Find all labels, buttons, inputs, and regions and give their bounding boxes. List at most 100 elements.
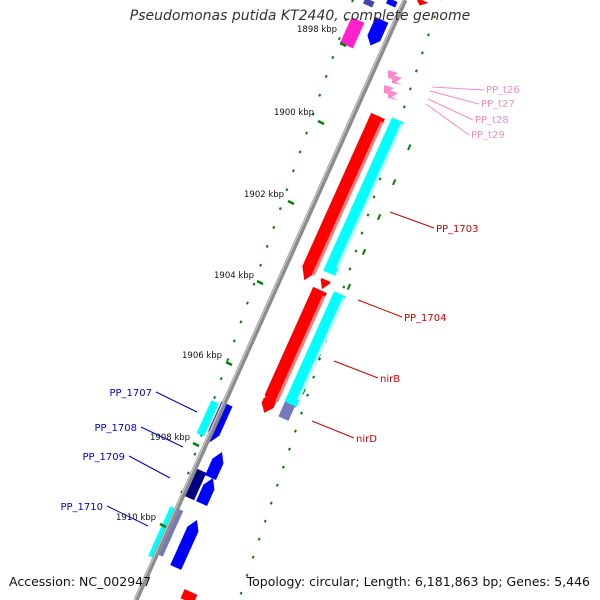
scale-layer: 1898 kbp 1900 kbp 1902 kbp 1904 kbp 1906 kbp… xyxy=(116,25,347,529)
tick-dot-outer xyxy=(305,131,309,135)
gene-label-pp-t28: PP_t28 xyxy=(475,115,509,126)
cds-feature-pp1704 xyxy=(264,286,327,407)
gene-label-pp-t27-leader xyxy=(429,90,480,105)
cds-feature-magenta xyxy=(340,17,365,49)
scale-tick xyxy=(159,522,167,529)
gene-label-nirb: nirB xyxy=(380,374,400,385)
cds-feature-pp1709b xyxy=(196,478,215,506)
tick-dot-outer xyxy=(252,282,256,286)
gene-label-pp-t29: PP_t29 xyxy=(471,130,505,141)
gene-label-pp-t26: PP_t26 xyxy=(486,85,520,96)
gene-label-pp-t28-leader xyxy=(427,98,474,121)
gene-label-nird-leader xyxy=(311,420,355,439)
tick-dot-inner xyxy=(318,357,322,361)
tick-dot-outer xyxy=(213,395,217,400)
scale-label: 1910 kbp xyxy=(116,513,156,523)
gene-label-pp-t27: PP_t27 xyxy=(481,99,515,110)
tick-dot-inner xyxy=(245,573,249,577)
genome-backbone xyxy=(133,0,408,600)
trna-feature xyxy=(392,75,402,85)
cds-feature-top xyxy=(416,0,429,6)
scale-label: 1908 kbp xyxy=(150,433,190,443)
tick-dot-outer xyxy=(285,188,289,192)
cds-feature-pp1709 xyxy=(181,467,207,501)
tick-dot-outer xyxy=(259,263,263,267)
scale-label: 1898 kbp xyxy=(297,25,337,35)
tick-dot-outer xyxy=(298,150,302,154)
scale-tick xyxy=(192,441,200,448)
backbone-layer xyxy=(133,0,408,600)
tick-dot-inner xyxy=(342,285,346,289)
gene-labels-layer: PP_1703 PP_1704 nirB nirD PP_1707 PP_1708 PP_1… xyxy=(60,85,520,527)
scale-tick xyxy=(256,279,264,286)
gene-label-pp1710: PP_1710 xyxy=(60,502,103,513)
tick-dot-inner xyxy=(360,231,364,235)
gene-label-nird: nirD xyxy=(356,434,377,445)
scale-label: 1900 kbp xyxy=(274,108,314,118)
gene-label-pp1708: PP_1708 xyxy=(94,423,137,434)
tick-dot-inner xyxy=(402,105,406,109)
cds-feature-cyan-2 xyxy=(284,291,346,408)
scale-tick xyxy=(339,41,347,48)
tick-dot-outer xyxy=(337,37,341,41)
tick-dot-outer xyxy=(324,74,328,78)
cds-feature-cyan-1 xyxy=(323,117,404,276)
tick-dot-inner xyxy=(408,87,412,91)
gene-label-pp1703: PP_1703 xyxy=(436,224,479,235)
tick-dot-outer xyxy=(331,55,335,60)
cds-feature-bottom xyxy=(180,589,198,600)
cds-highlight xyxy=(335,123,404,269)
gene-label-pp1704-leader xyxy=(357,299,403,318)
cds-feature-small xyxy=(320,277,331,290)
gene-label-pp1710-leader xyxy=(106,505,149,527)
tick-dot-inner xyxy=(294,429,297,433)
cds-feature-pp1708 xyxy=(205,452,224,480)
tick-dot-outer xyxy=(272,225,276,230)
genome-backbone-highlight xyxy=(133,0,405,600)
tick-dot-outer xyxy=(226,358,230,362)
tick-dot-outer xyxy=(265,244,269,248)
gene-label-pp1707: PP_1707 xyxy=(109,388,152,399)
tick-dot-inner xyxy=(281,465,285,469)
scale-tick xyxy=(317,119,325,126)
tick-dash-inner xyxy=(346,283,352,290)
cds-highlight xyxy=(275,295,326,403)
tick-dot-inner xyxy=(306,393,309,397)
tick-dot-inner xyxy=(269,501,273,505)
tick-dot-inner xyxy=(251,555,255,559)
trna-feature xyxy=(388,90,398,100)
scale-label: 1902 kbp xyxy=(244,190,284,200)
gene-label-pp1708-leader xyxy=(140,426,184,448)
cds-highlight xyxy=(296,297,346,401)
tick-dot-inner xyxy=(372,195,376,199)
tick-dot-inner xyxy=(263,519,267,523)
tick-dot-outer xyxy=(291,169,295,173)
tick-dot-inner xyxy=(257,537,261,541)
tick-dot-inner xyxy=(420,51,424,55)
tick-dash-inner xyxy=(361,248,367,256)
tick-dot-inner xyxy=(366,213,370,217)
tick-dot-outer xyxy=(193,452,197,456)
gene-label-nirb-leader xyxy=(333,360,379,379)
cds-feature-stripe xyxy=(158,508,184,557)
gene-label-pp1703-leader xyxy=(389,211,435,229)
scale-label: 1904 kbp xyxy=(214,271,254,281)
tick-dot-inner xyxy=(275,483,279,487)
tick-dot-outer xyxy=(318,93,322,97)
gene-label-pp1709-leader xyxy=(128,455,171,479)
tick-dot-outer xyxy=(219,377,223,381)
tick-dash-inner xyxy=(376,213,382,221)
cds-feature-cyan-small xyxy=(196,400,219,437)
tick-dot-inner xyxy=(426,33,430,37)
cds-feature-pp1703 xyxy=(302,112,385,281)
tick-dash-inner xyxy=(407,144,412,151)
tick-dot-inner xyxy=(414,69,418,73)
tick-dot-outer xyxy=(351,0,354,3)
accession-text: Accession: NC_002947 xyxy=(9,574,152,589)
tick-dot-outer xyxy=(239,320,243,324)
tick-dot-outer xyxy=(186,471,190,475)
cds-feature-blue-top xyxy=(367,17,389,46)
gene-label-pp-t29-leader xyxy=(425,103,470,136)
